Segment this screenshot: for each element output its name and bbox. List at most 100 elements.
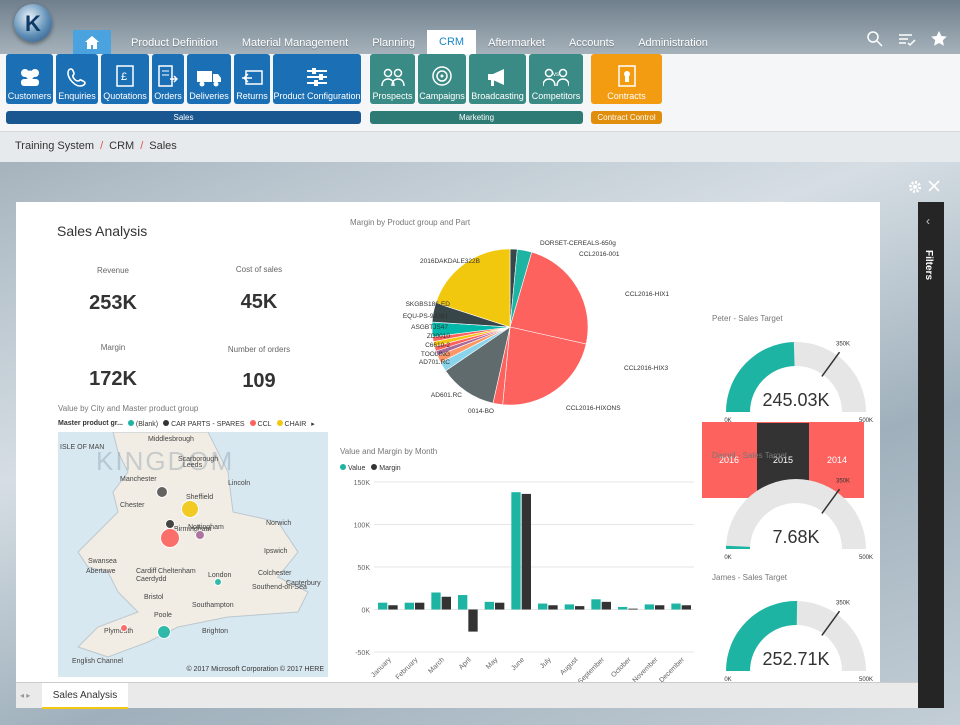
x-tick-label: August (559, 656, 579, 676)
tab-sales-analysis[interactable]: Sales Analysis (42, 683, 128, 709)
breadcrumb-training-system[interactable]: Training System (15, 140, 95, 152)
x-tick-label: May (485, 656, 500, 671)
report-canvas: Sales Analysis Revenue 253K Cost of sale… (16, 202, 880, 682)
map-city-label: Colchester (258, 570, 292, 577)
pie-slice (435, 248, 511, 328)
orders-button[interactable]: Orders (152, 54, 184, 104)
enquiries-button[interactable]: Enquiries (56, 54, 98, 104)
deliveries-label: Deliveries (189, 91, 229, 101)
svg-text:£: £ (121, 71, 127, 83)
y-tick-label: 0K (361, 608, 370, 615)
map-bubble[interactable] (156, 486, 168, 498)
page-nav-arrows-icon[interactable]: ◂ ▸ (20, 691, 31, 700)
pie-label: ZD0010 (427, 333, 451, 340)
pie-label: ASGBTJS47 (411, 324, 448, 331)
kpi-cost-label: Cost of sales (235, 265, 283, 274)
pie-label: CCL2016-HIXONS (566, 405, 621, 412)
prospects-button[interactable]: Prospects (370, 54, 415, 104)
kpi-revenue-label: Revenue (96, 266, 130, 275)
legend-next-icon[interactable]: ▸ (311, 421, 315, 428)
menu-accounts[interactable]: Accounts (568, 37, 615, 49)
menu-product-definition[interactable]: Product Definition (131, 37, 218, 49)
map-legend-title: Master product gr... (58, 420, 123, 427)
app-logo[interactable]: K (14, 4, 52, 42)
menu-material-management[interactable]: Material Management (241, 37, 349, 49)
pie-label: 0014-BO (468, 408, 494, 415)
map-bubble[interactable] (160, 528, 180, 548)
pie-label: SKGBS186-ED (406, 301, 451, 308)
pie-chart[interactable]: DORSET-CEREALS-650g CCL2016-001 CCL2016-HI… (346, 230, 686, 420)
map-copyright: © 2017 Microsoft Corporation © 2017 HERE (186, 666, 324, 673)
gauge-max-label: 500K (859, 555, 873, 559)
filters-label: Filters (923, 250, 934, 281)
campaigns-button[interactable]: Campaigns (418, 54, 466, 104)
competitors-button[interactable]: vs Competitors (529, 54, 583, 104)
menu-planning[interactable]: Planning (372, 37, 416, 49)
gauge-darrell[interactable]: 7.68K 0K 500K 350K (706, 459, 886, 559)
gauge-peter[interactable]: 245.03K 0K 500K 350K (706, 322, 886, 422)
y-tick-label: 50K (358, 565, 371, 572)
ribbon: Customers Enquiries £ Quotations Orders D… (0, 54, 960, 132)
deliveries-button[interactable]: Deliveries (187, 54, 231, 104)
map-city-label: Southend-on-Sea (252, 584, 307, 591)
kpi-revenue-value: 253K (89, 292, 137, 314)
gauge-target-marker (821, 610, 841, 636)
year-2016[interactable]: 2016 (702, 422, 756, 498)
year-2014[interactable]: 2014 (810, 422, 864, 498)
collapse-chevron-icon[interactable]: ‹ (926, 214, 930, 228)
menu-administration[interactable]: Administration (638, 37, 708, 49)
search-icon[interactable] (866, 30, 884, 48)
kpi-margin-label: Margin (100, 343, 126, 352)
map-city-label: ISLE OF MAN (60, 444, 105, 451)
bar-value (591, 599, 601, 610)
people-icon (20, 69, 39, 86)
map-bubble[interactable] (157, 625, 171, 639)
bar-value (511, 492, 521, 610)
pie-label: C6610-2 (425, 342, 450, 349)
breadcrumb-crm[interactable]: CRM (109, 140, 135, 152)
x-tick-label: June (510, 656, 526, 672)
sliders-icon (307, 68, 327, 86)
menu-crm[interactable]: CRM (427, 30, 477, 54)
quotations-button[interactable]: £ Quotations (101, 54, 149, 104)
favourite-star-icon[interactable] (930, 30, 948, 48)
map-bubble[interactable] (181, 500, 199, 518)
x-tick-label: March (427, 656, 446, 675)
uk-map[interactable]: KINGDOM ISLE OF MAN Middlesbrough Scarboro… (58, 432, 328, 677)
gear-icon[interactable] (908, 180, 922, 194)
pie-label: TOOLING (421, 351, 450, 358)
home-button[interactable] (73, 30, 111, 54)
customers-button[interactable]: Customers (6, 54, 53, 104)
gauge-target-marker (821, 351, 841, 377)
gauge-value: 7.68K (772, 527, 819, 547)
orders-label: Orders (154, 91, 182, 101)
competitors-icon: vs (543, 68, 569, 87)
map-city-label: Abertawe (86, 568, 116, 575)
map-city-label: Middlesbrough (148, 436, 194, 443)
prospects-icon (380, 68, 405, 87)
returns-button[interactable]: Returns (234, 54, 270, 104)
map-bubble[interactable] (120, 624, 128, 632)
product-configuration-button[interactable]: Product Configuration (273, 54, 361, 104)
top-bar: K Product Definition Material Management… (0, 0, 960, 56)
map-city-label: Birmingham (174, 526, 212, 533)
truck-icon (197, 71, 221, 87)
contracts-button[interactable]: Contracts (591, 54, 662, 104)
broadcasting-button[interactable]: Broadcasting (469, 54, 526, 104)
pie-label: CCL2016-HIX1 (625, 291, 669, 298)
close-icon[interactable] (928, 180, 940, 192)
menu-aftermarket[interactable]: Aftermarket (488, 37, 545, 49)
kpi-orders-value: 109 (242, 370, 276, 392)
tasks-icon[interactable] (898, 30, 916, 48)
map-bubble[interactable] (165, 519, 175, 529)
filters-pane[interactable]: ‹ Filters (918, 202, 944, 708)
bar-margin (681, 605, 691, 610)
map-bubble[interactable] (195, 530, 205, 540)
legend-blank: (Blank) (127, 420, 158, 428)
gauge-james[interactable]: 252.71K 0K 500K 350K (706, 581, 886, 681)
map-bubble[interactable] (214, 578, 222, 586)
bar-margin (655, 605, 665, 610)
gauge-james-title: James - Sales Target (712, 573, 787, 582)
map-watermark: KINGDOM (96, 446, 235, 476)
